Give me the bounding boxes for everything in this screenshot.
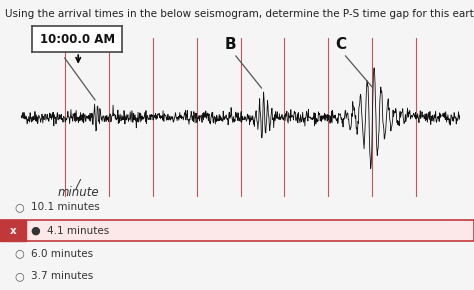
Text: ○: ○ [14,202,24,212]
Text: x: x [9,226,16,235]
Text: ○: ○ [14,249,24,259]
Text: C: C [335,37,346,52]
Text: minute: minute [57,186,99,200]
Text: 3.7 minutes: 3.7 minutes [31,271,93,281]
Text: ●: ● [31,226,40,235]
Text: A: A [54,40,66,55]
Text: Using the arrival times in the below seismogram, determine the P-S time gap for : Using the arrival times in the below sei… [5,9,474,19]
Text: 6.0 minutes: 6.0 minutes [31,249,93,259]
Text: 10:00.0 AM: 10:00.0 AM [40,33,115,46]
Text: 10.1 minutes: 10.1 minutes [31,202,100,212]
Text: 4.1 minutes: 4.1 minutes [47,226,109,235]
Text: ○: ○ [14,271,24,281]
Text: B: B [225,37,237,52]
Text: /: / [76,177,81,190]
